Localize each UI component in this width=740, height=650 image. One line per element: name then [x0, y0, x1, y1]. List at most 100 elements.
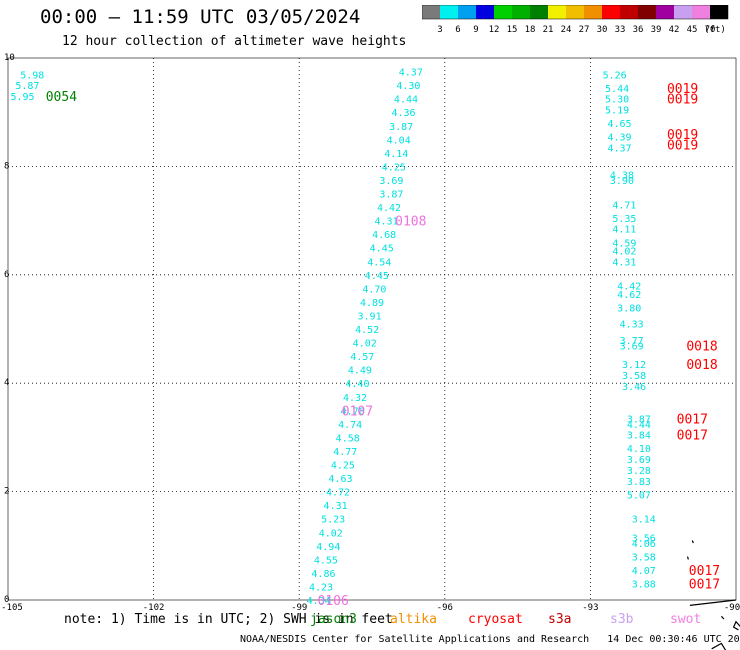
colorbar-label: 36 [633, 25, 644, 35]
colorbar-swatch [584, 5, 602, 19]
wave-height-value: 4.36 [391, 108, 415, 119]
wave-height-value: 4.62 [617, 290, 641, 301]
wave-height-value: 4.25 [382, 162, 406, 173]
wave-height-value: 3.87 [379, 190, 403, 201]
colorbar-legend: 3 6 9 12 15 18 21 24 27 30 33 36 39 42 45 70(ft) [422, 5, 729, 35]
x-tick-label: -93 [582, 603, 598, 613]
pass-time-label[interactable]: 0017 [689, 578, 720, 593]
colorbar-swatch [530, 5, 548, 19]
x-tick-label: -105 [1, 603, 23, 613]
pass-time-label[interactable]: 0106 [318, 594, 349, 609]
wave-height-value: 4.63 [328, 474, 352, 485]
pass-time-label[interactable]: 0017 [689, 564, 720, 579]
wave-height-value: 4.65 [607, 119, 631, 130]
wave-height-value: 4.45 [365, 271, 389, 282]
colorbar-label: 42 [669, 25, 680, 35]
wave-height-value: 4.37 [399, 68, 423, 79]
x-tick-label: -102 [143, 603, 165, 613]
colorbar-swatch [476, 5, 494, 19]
x-tick-label: -96 [437, 603, 453, 613]
colorbar-swatch [512, 5, 530, 19]
wave-height-value: 5.98 [20, 70, 44, 81]
page-subtitle: 12 hour collection of altimeter wave hei… [62, 34, 407, 49]
colorbar-swatch [494, 5, 512, 19]
wave-height-value: 3.83 [627, 477, 651, 488]
wave-height-value: 4.10 [627, 444, 651, 455]
wave-height-value: 4.71 [612, 200, 636, 211]
wave-height-value: 3.69 [627, 455, 651, 466]
colorbar-label: 39 [651, 25, 662, 35]
wave-height-value: 4.44 [627, 420, 651, 431]
island-outline [720, 615, 725, 620]
wave-height-value: 3.58 [622, 371, 646, 382]
island-outline [711, 642, 727, 650]
wave-height-value: 4.55 [314, 555, 338, 566]
wave-height-value: 5.26 [603, 70, 627, 81]
pass-time-label[interactable]: 0019 [667, 82, 698, 97]
wave-height-value: 5.87 [15, 81, 39, 92]
pass-time-label[interactable]: 0019 [667, 93, 698, 108]
y-tick-label: 10 [4, 53, 15, 63]
wave-height-value: 5.19 [605, 105, 629, 116]
pass-time-label[interactable]: 0054 [46, 90, 77, 105]
wave-height-value: 4.40 [345, 379, 369, 390]
island-outline [689, 599, 737, 606]
colorbar-swatch [548, 5, 566, 19]
pass-time-label[interactable]: 0108 [395, 215, 426, 230]
wave-height-value: 4.04 [387, 135, 411, 146]
satellite-label-swot: swot [670, 612, 702, 627]
wave-height-value: 4.02 [353, 339, 377, 350]
wave-height-value: 4.39 [607, 133, 631, 144]
wave-height-value: 4.07 [632, 566, 656, 577]
colorbar-swatch [566, 5, 584, 19]
wave-height-value: 4.31 [375, 217, 399, 228]
wave-height-value: 4.42 [377, 203, 401, 214]
wave-height-value: 4.44 [394, 95, 418, 106]
pass-time-label[interactable]: 0018 [686, 339, 717, 354]
colorbar-label: 9 [473, 25, 478, 35]
colorbar-swatch [656, 5, 674, 19]
colorbar-swatch [422, 5, 440, 19]
wave-height-value: 5.95 [11, 92, 35, 103]
wave-height-value: 3.87 [627, 414, 651, 425]
wave-height-value: 3.80 [617, 303, 641, 314]
pass-time-label[interactable]: 0018 [686, 358, 717, 373]
pass-time-label[interactable]: 0019 [667, 128, 698, 143]
satellite-label-s3b: s3b [610, 612, 634, 627]
colorbar-label: 3 [437, 25, 442, 35]
wave-height-value: 3.46 [622, 382, 646, 393]
colorbar-label: 6 [455, 25, 460, 35]
pass-time-label[interactable]: 0019 [667, 139, 698, 154]
colorbar-swatch [458, 5, 476, 19]
wave-height-value: 3.28 [627, 466, 651, 477]
pass-time-label[interactable]: 0017 [677, 412, 708, 427]
colorbar-label: 12 [489, 25, 500, 35]
wave-height-value: 3.84 [627, 431, 651, 442]
wave-height-value: 3.87 [389, 122, 413, 133]
colorbar-label: 15 [507, 25, 518, 35]
colorbar-label: 21 [543, 25, 554, 35]
wave-height-value: 5.07 [627, 490, 651, 501]
wave-height-value: 4.54 [367, 257, 391, 268]
pass-time-label[interactable]: 0017 [677, 429, 708, 444]
pass-time-label[interactable]: 0107 [342, 404, 373, 419]
wave-height-value: 3.77 [620, 336, 644, 347]
wave-height-value: 4.42 [617, 282, 641, 293]
wave-height-value: 4.31 [324, 501, 348, 512]
wave-height-value: 3.14 [632, 515, 656, 526]
colorbar-swatch [602, 5, 620, 19]
wave-height-value: 3.69 [620, 341, 644, 352]
wave-height-value: 4.72 [326, 488, 350, 499]
satellite-label-s3a: s3a [548, 612, 572, 627]
wave-height-value: 4.57 [350, 352, 374, 363]
note-line: note: 1) Time is in UTC; 2) SWH is in fe… [64, 612, 393, 627]
wave-height-value: 5.35 [612, 214, 636, 225]
wave-height-value: 4.77 [333, 447, 357, 458]
wave-height-value: 4.78 [341, 406, 365, 417]
y-tick-label: 2 [4, 487, 9, 497]
colorbar-label: 24 [561, 25, 572, 35]
wave-height-value: 5.44 [605, 84, 629, 95]
wave-height-value: 4.74 [338, 420, 362, 431]
wave-height-value: 3.91 [358, 311, 382, 322]
